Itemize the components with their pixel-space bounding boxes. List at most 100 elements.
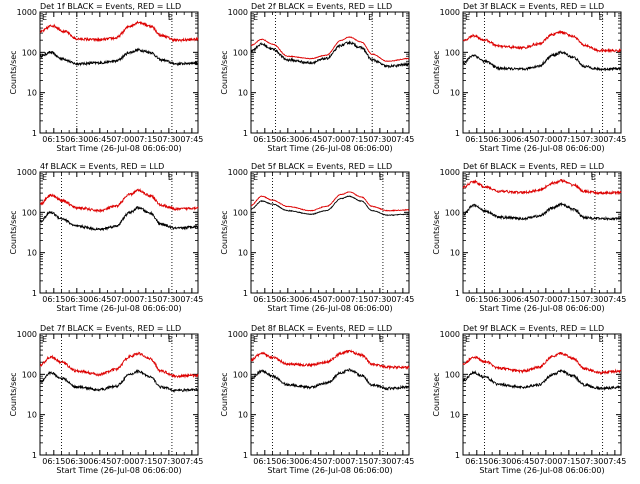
corner-mark-start: E — [253, 173, 258, 182]
y-tick-label: 1000 — [228, 168, 248, 177]
lld-series-line — [250, 36, 410, 62]
y-tick-label: 1000 — [228, 8, 248, 17]
y-tick-label: 100 — [22, 208, 37, 217]
y-tick-label: 1000 — [440, 330, 460, 339]
y-axis-label: Counts/sec — [9, 50, 18, 94]
x-tick-label: 07:00 — [111, 295, 134, 304]
x-tick-label: 06:30 — [488, 135, 511, 144]
x-tick-label: 07:45 — [603, 295, 626, 304]
x-tick-label: 06:45 — [511, 295, 534, 304]
x-tick-label: 06:45 — [511, 135, 534, 144]
y-tick-label: 10 — [450, 89, 460, 98]
y-tick-label: 1 — [32, 451, 37, 460]
panel-title: Det 5f BLACK = Events, RED = LLD — [251, 162, 392, 171]
y-tick-label: 10 — [450, 411, 460, 420]
events-series-line — [462, 201, 622, 222]
panel-5: Det 5f BLACK = Events, RED = LLD 1 10 100 10… — [220, 162, 414, 313]
panel-6: Det 6f BLACK = Events, RED = LLD 1 10 100 10… — [432, 162, 626, 313]
x-tick-label: 06:30 — [65, 295, 88, 304]
events-series-line — [250, 40, 410, 69]
x-tick-label: 07:00 — [322, 135, 345, 144]
y-tick-label: 10 — [27, 249, 37, 258]
x-tick-label: 07:45 — [391, 295, 414, 304]
x-tick-label: 07:00 — [322, 457, 345, 466]
x-tick-label: 07:15 — [134, 295, 157, 304]
y-tick-label: 1 — [243, 129, 248, 138]
panel-1: Det 1f BLACK = Events, RED = LLD 1 10 100 10… — [9, 2, 203, 153]
plot-frame — [250, 171, 410, 294]
lld-series-line — [39, 351, 199, 379]
plot-frame — [462, 333, 622, 456]
x-tick-label: 07:30 — [580, 457, 603, 466]
panel-3: Det 3f BLACK = Events, RED = LLD 1 10 100 10… — [432, 2, 626, 153]
y-axis-label: Counts/sec — [220, 210, 229, 254]
corner-mark-end: E — [591, 173, 596, 182]
corner-mark-start: E — [42, 335, 47, 344]
x-tick-label: 07:45 — [180, 295, 203, 304]
y-axis-label: Counts/sec — [220, 372, 229, 416]
x-tick-label: 06:15 — [465, 457, 488, 466]
y-tick-label: 100 — [233, 370, 248, 379]
panel-4: 4f BLACK = Events, RED = LLD 1 10 100 1000 06… — [9, 162, 203, 313]
panel-title: Det 9f BLACK = Events, RED = LLD — [463, 324, 604, 333]
x-axis-label: Start Time (26-Jul-08 06:06:00) — [267, 466, 392, 475]
panel-title: 4f BLACK = Events, RED = LLD — [40, 162, 164, 171]
y-tick-label: 1 — [32, 129, 37, 138]
events-series-line — [39, 47, 199, 67]
events-series-line — [462, 50, 622, 72]
plot-frame — [39, 333, 199, 456]
x-tick-label: 06:30 — [276, 295, 299, 304]
x-tick-label: 06:15 — [42, 457, 65, 466]
x-tick-label: 07:15 — [345, 457, 368, 466]
corner-mark-start: E — [253, 335, 258, 344]
corner-mark-start: E — [42, 13, 47, 22]
plot-frame — [462, 171, 622, 294]
corner-mark-start: E — [465, 335, 470, 344]
x-tick-label: 07:30 — [580, 135, 603, 144]
x-tick-label: 06:45 — [88, 135, 111, 144]
y-tick-label: 1 — [455, 129, 460, 138]
x-tick-label: 06:45 — [511, 457, 534, 466]
x-axis-label: Start Time (26-Jul-08 06:06:00) — [479, 466, 604, 475]
panel-title: Det 7f BLACK = Events, RED = LLD — [40, 324, 181, 333]
x-tick-label: 06:30 — [276, 135, 299, 144]
x-tick-label: 07:45 — [180, 135, 203, 144]
corner-mark-start: E — [465, 173, 470, 182]
y-axis-label: Counts/sec — [220, 50, 229, 94]
panel-7: Det 7f BLACK = Events, RED = LLD 1 10 100 10… — [9, 324, 203, 475]
y-tick-label: 1 — [455, 289, 460, 298]
corner-mark-start: E — [253, 13, 258, 22]
x-tick-label: 07:45 — [391, 457, 414, 466]
y-axis-label: Counts/sec — [432, 50, 441, 94]
y-tick-label: 1000 — [17, 330, 37, 339]
plot-frame — [39, 11, 199, 134]
y-tick-label: 10 — [27, 411, 37, 420]
y-tick-label: 10 — [450, 249, 460, 258]
x-axis-label: Start Time (26-Jul-08 06:06:00) — [267, 304, 392, 313]
panel-title: Det 2f BLACK = Events, RED = LLD — [251, 2, 392, 11]
corner-mark-end: E — [168, 173, 173, 182]
x-tick-label: 06:45 — [299, 135, 322, 144]
y-tick-label: 10 — [238, 89, 248, 98]
x-tick-label: 06:15 — [42, 295, 65, 304]
lld-series-line — [250, 191, 410, 212]
x-tick-label: 07:00 — [111, 457, 134, 466]
lld-series-line — [39, 187, 199, 214]
corner-mark-start: E — [465, 13, 470, 22]
y-tick-label: 1000 — [440, 8, 460, 17]
lld-series-line — [462, 178, 622, 196]
corner-mark-end: E — [599, 335, 604, 344]
x-axis-label: Start Time (26-Jul-08 06:06:00) — [479, 304, 604, 313]
y-tick-label: 1000 — [440, 168, 460, 177]
x-tick-label: 07:15 — [557, 457, 580, 466]
panel-8: Det 8f BLACK = Events, RED = LLD 1 10 100 10… — [220, 324, 414, 475]
panel-title: Det 6f BLACK = Events, RED = LLD — [463, 162, 604, 171]
plot-frame — [250, 333, 410, 456]
corner-mark-end: E — [379, 173, 384, 182]
x-axis-label: Start Time (26-Jul-08 06:06:00) — [56, 466, 181, 475]
x-tick-label: 07:00 — [322, 295, 345, 304]
x-tick-label: 06:45 — [88, 457, 111, 466]
x-tick-label: 06:30 — [65, 457, 88, 466]
